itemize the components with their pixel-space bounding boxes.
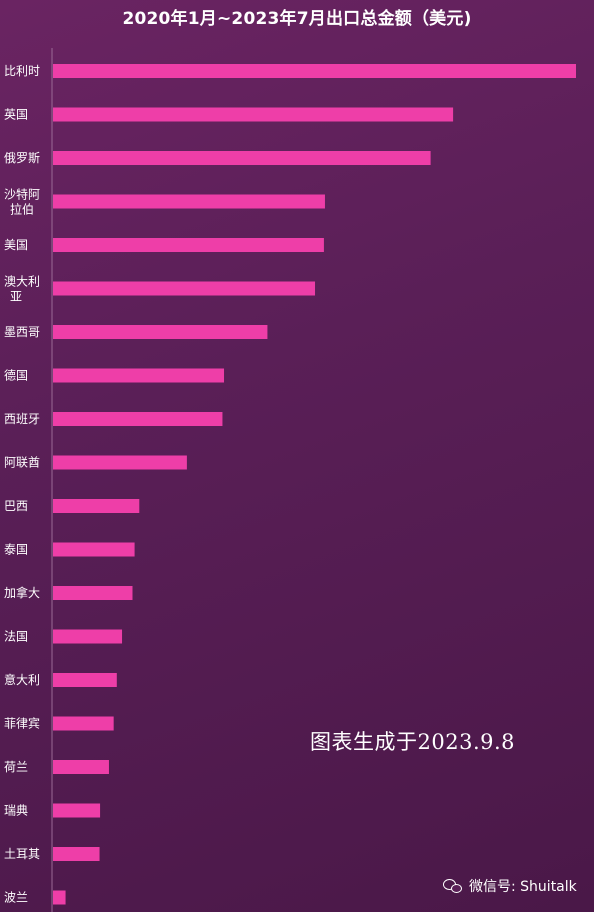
category-label-16: 荷兰 <box>4 760 28 774</box>
category-label-9: 阿联酋 <box>4 455 40 470</box>
category-label-6: 墨西哥 <box>4 325 40 339</box>
category-label-5: 澳大利亚 <box>4 275 40 304</box>
bar-19 <box>53 890 66 905</box>
bar-2 <box>53 151 431 165</box>
category-label-1: 英国 <box>4 108 28 122</box>
category-label-line: 沙特阿 <box>4 187 40 202</box>
bar-1 <box>53 107 454 122</box>
category-label-19: 波兰 <box>4 891 28 905</box>
category-label-3: 沙特阿拉伯 <box>4 187 40 217</box>
category-label-2: 俄罗斯 <box>4 151 40 165</box>
category-label-18: 土耳其 <box>4 847 40 861</box>
bar-15 <box>53 716 114 731</box>
category-labels-group: 比利时英国俄罗斯沙特阿拉伯美国澳大利亚墨西哥德国西班牙阿联酋巴西泰国加拿大法国意… <box>4 64 40 905</box>
category-label-13: 法国 <box>4 630 28 644</box>
bar-8 <box>53 412 223 426</box>
category-label-10: 巴西 <box>4 499 28 513</box>
bar-12 <box>53 586 133 600</box>
wechat-icon <box>443 878 463 894</box>
bar-7 <box>53 368 225 383</box>
bar-3 <box>53 194 325 209</box>
category-label-line: 澳大利 <box>4 275 40 289</box>
bars-group <box>53 64 576 905</box>
chart-generated-note: 图表生成于2023.9.8 <box>310 730 516 754</box>
bar-16 <box>53 760 109 774</box>
category-label-11: 泰国 <box>4 543 28 557</box>
category-label-7: 德国 <box>4 368 28 383</box>
category-label-15: 菲律宾 <box>4 716 40 731</box>
category-label-8: 西班牙 <box>4 412 40 426</box>
bar-11 <box>53 542 135 557</box>
brand-text: 微信号: Shuitalk <box>469 879 577 895</box>
category-label-14: 意大利 <box>4 672 40 687</box>
chart-title: 2020年1月~2023年7月出口总金额（美元) <box>122 9 472 29</box>
bar-17 <box>53 803 101 818</box>
brand-watermark: 微信号: Shuitalk <box>443 876 577 896</box>
bar-5 <box>53 281 316 296</box>
bar-9 <box>53 455 187 470</box>
category-label-4: 美国 <box>4 238 28 252</box>
bar-0 <box>53 64 576 78</box>
bar-4 <box>53 238 324 252</box>
category-label-line: 亚 <box>10 290 22 304</box>
category-label-line: 拉伯 <box>10 202 34 217</box>
bar-6 <box>53 325 268 339</box>
bar-18 <box>53 847 100 861</box>
bar-10 <box>53 499 140 513</box>
bar-14 <box>53 673 117 687</box>
category-label-17: 瑞典 <box>4 804 28 818</box>
bar-13 <box>53 629 123 644</box>
category-label-0: 比利时 <box>4 64 40 78</box>
category-label-12: 加拿大 <box>4 585 40 600</box>
